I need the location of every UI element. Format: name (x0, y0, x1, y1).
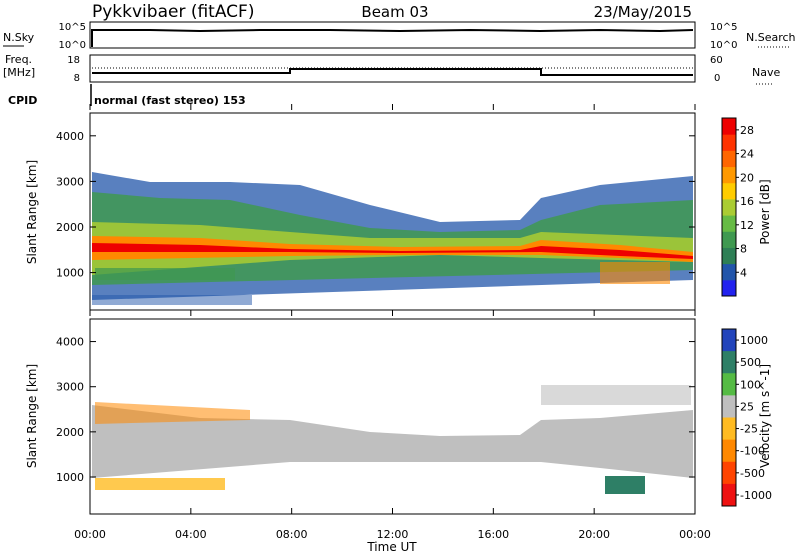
power-colorbar-seg-4 (722, 215, 736, 232)
power-colorbar-seg-7 (722, 166, 736, 184)
freq-tick-bottom: 8 (74, 73, 80, 84)
power-colorbar-seg-3 (722, 231, 736, 248)
velocity-colorbar-label-2: 100 (740, 378, 761, 391)
freq-label-1: Freq. (5, 53, 32, 66)
power-band-red (92, 243, 693, 259)
velocity-colorbar-label-4: -25 (740, 423, 758, 436)
power-ytick-label-1000: 1000 (56, 267, 84, 280)
xtick-label-2: 08:00 (276, 528, 308, 541)
xtick-label-3: 12:00 (377, 528, 409, 541)
velocity-colorbar-seg-2 (722, 373, 736, 396)
nsky-label: N.Sky (3, 31, 35, 44)
xtick-label-0: 00:00 (74, 528, 106, 541)
xtick-label-5: 20:00 (578, 528, 610, 541)
velocity-colorbar-seg-1 (722, 351, 736, 374)
power-ytick-label-4000: 4000 (56, 130, 84, 143)
velocity-colorbar-label-5: -100 (740, 445, 765, 458)
velocity-colorbar-label-0: 1000 (740, 334, 768, 347)
cpid-text: normal (fast stereo) 153 (94, 94, 246, 107)
power-low-band (95, 268, 235, 280)
velocity-orange-1 (95, 402, 250, 424)
velocity-colorbar-seg-0 (722, 329, 736, 352)
power-colorbar-seg-2 (722, 247, 736, 265)
velocity-green-1 (605, 476, 645, 494)
nsky-panel (89, 21, 696, 49)
power-colorbar-seg-9 (722, 134, 736, 151)
xtick-label-4: 16:00 (477, 528, 509, 541)
power-ytick-label-3000: 3000 (56, 175, 84, 188)
power-band-orange (92, 236, 693, 262)
power-colorbar-label-1: 8 (740, 243, 747, 256)
y-axis-ticks: 1000 2000 3000 4000 1000 2000 3000 4000 (56, 130, 695, 484)
velocity-colorbar-label: Velocity [m s^-1] (758, 364, 772, 468)
nsky-tick-top: 10^5 (59, 22, 86, 33)
power-colorbar-seg-8 (722, 150, 736, 168)
date-title: 23/May/2015 (594, 3, 692, 21)
velocity-ytick-label-4000: 4000 (56, 336, 84, 349)
power-colorbar-seg-1 (722, 263, 736, 281)
power-colorbar-frame (721, 117, 737, 297)
velocity-colorbar-label-3: 25 (740, 400, 754, 413)
velocity-colorbar-label-1: 500 (740, 356, 761, 369)
power-colorbar: 4 8 12 16 20 24 28 (721, 117, 754, 297)
velocity-ylabel: Slant Range [km] (25, 364, 39, 468)
velocity-gray-band (92, 405, 693, 478)
velocity-colorbar-seg-5 (722, 439, 736, 463)
velocity-ytick-label-3000: 3000 (56, 381, 84, 394)
velocity-colorbar-seg-6 (722, 461, 736, 485)
velocity-colorbar-label-6: -500 (740, 467, 765, 480)
xtick-label-1: 04:00 (175, 528, 207, 541)
velocity-gray-strip (541, 385, 691, 405)
freq-series-line (92, 68, 693, 76)
nsearch-tick-top: 10^5 (710, 22, 737, 33)
power-late-patch (600, 262, 670, 284)
power-colorbar-seg-10 (722, 118, 736, 135)
nave-tick-top: 60 (710, 55, 723, 66)
power-scatter (92, 172, 693, 305)
power-colorbar-label-2: 12 (740, 219, 754, 232)
nsky-series-line (91, 28, 694, 47)
nsearch-tick-bottom: 10^0 (710, 40, 737, 51)
power-colorbar-label-0: 4 (740, 266, 747, 279)
power-ytick-label-2000: 2000 (56, 221, 84, 234)
velocity-colorbar: 1000 500 100 25 -25 -100 -500 -1000 (721, 328, 772, 507)
power-colorbar-label-4: 20 (740, 171, 754, 184)
nave-label: Nave (752, 66, 780, 79)
freq-tick-top: 18 (67, 55, 80, 66)
power-colorbar-label-6: 28 (740, 124, 754, 137)
beam-title: Beam 03 (361, 3, 428, 21)
nsearch-label: N.Search (746, 31, 796, 44)
power-colorbar-label-5: 24 (740, 148, 754, 161)
power-colorbar-seg-0 (722, 279, 736, 297)
power-colorbar-seg-5 (722, 198, 736, 216)
power-colorbar-label: Power [dB] (758, 179, 772, 244)
cpid-label: CPID (8, 94, 37, 107)
velocity-colorbar-label-7: -1000 (740, 489, 772, 502)
power-colorbar-seg-6 (722, 182, 736, 200)
velocity-yellow-1 (95, 478, 225, 490)
x-axis-ticks: 00:00 04:00 08:00 12:00 16:00 20:00 00:00 (74, 104, 711, 541)
power-floor-strip (92, 295, 252, 305)
nsky-tick-bottom: 10^0 (59, 40, 86, 51)
freq-panel (89, 54, 696, 83)
velocity-colorbar-seg-4 (722, 417, 736, 441)
x-axis-label: Time UT (366, 540, 417, 554)
velocity-ytick-label-1000: 1000 (56, 471, 84, 484)
velocity-scatter (92, 385, 693, 494)
station-title: Pykkvibaer (fitACF) (92, 2, 254, 22)
power-colorbar-label-3: 16 (740, 195, 754, 208)
velocity-colorbar-seg-3 (722, 395, 736, 418)
power-plot: Slant Range [km] (25, 112, 696, 311)
velocity-colorbar-frame (721, 328, 737, 507)
velocity-plot: Slant Range [km] (25, 318, 696, 515)
velocity-ytick-label-2000: 2000 (56, 426, 84, 439)
power-ylabel: Slant Range [km] (25, 160, 39, 264)
velocity-colorbar-seg-7 (722, 483, 736, 507)
xtick-label-6: 00:00 (679, 528, 711, 541)
nave-tick-bottom: 0 (714, 73, 720, 84)
freq-label-2: [MHz] (3, 66, 35, 79)
